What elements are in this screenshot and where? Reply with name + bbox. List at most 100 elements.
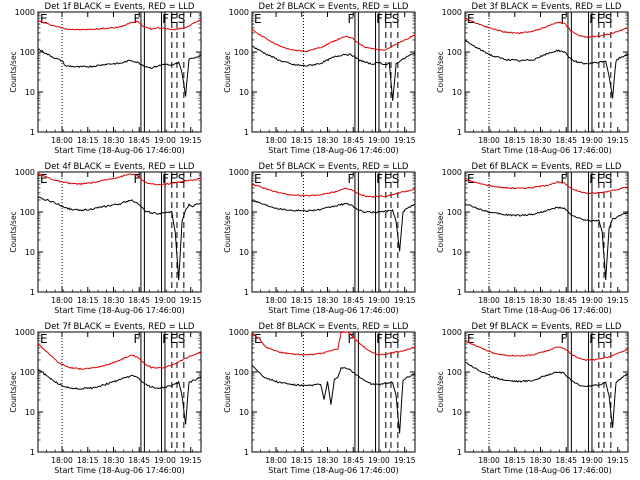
plot-frame xyxy=(37,171,202,293)
marker-label: S xyxy=(178,332,186,346)
lld-series-line xyxy=(37,19,202,31)
y-tick-label: 10 xyxy=(239,248,249,257)
marker-label: E xyxy=(170,332,178,346)
lld-series-line xyxy=(37,173,202,186)
x-tick-label: 18:00 xyxy=(478,296,500,305)
corner-marker-label: E xyxy=(254,172,262,186)
x-tick-label: 18:15 xyxy=(77,136,99,145)
marker-label: F xyxy=(133,12,140,26)
marker-label: E xyxy=(170,12,178,26)
corner-marker-label: E xyxy=(40,172,48,186)
marker-label: F xyxy=(376,172,383,186)
y-tick-label: 1000 xyxy=(442,168,462,177)
x-tick-label: 19:00 xyxy=(581,456,603,465)
x-axis-label: Start Time (18-Aug-06 17:46:00) xyxy=(481,146,612,155)
y-axis-label: Counts/sec xyxy=(223,51,232,92)
marker-label: F xyxy=(162,172,169,186)
x-tick-label: 19:15 xyxy=(180,456,202,465)
marker-label: F xyxy=(589,332,596,346)
x-tick-label: 19:00 xyxy=(368,296,390,305)
x-tick-label: 18:45 xyxy=(342,136,364,145)
events-series-line xyxy=(464,40,629,99)
x-tick-label: 19:00 xyxy=(154,296,176,305)
chart-panel-9: Det 9f BLACK = Events, RED = LLD 1 10 100 10… xyxy=(436,322,629,475)
chart-panel-2: Det 2f BLACK = Events, RED = LLD 1 10 100 10… xyxy=(223,2,416,155)
y-tick-label: 10 xyxy=(452,408,462,417)
x-tick-label: 19:00 xyxy=(368,136,390,145)
chart-title: Det 3f BLACK = Events, RED = LLD xyxy=(472,2,622,12)
lld-series-line xyxy=(464,340,629,361)
chart-title: Det 2f BLACK = Events, RED = LLD xyxy=(259,2,409,12)
marker-label: F xyxy=(162,332,169,346)
y-tick-label: 1000 xyxy=(442,8,462,17)
chart-title: Det 9f BLACK = Events, RED = LLD xyxy=(472,322,622,332)
x-tick-label: 19:15 xyxy=(394,456,416,465)
x-tick-label: 19:15 xyxy=(394,296,416,305)
plot-frame xyxy=(464,331,629,453)
y-axis-label: Counts/sec xyxy=(223,371,232,412)
plot-frame xyxy=(464,171,629,293)
x-tick-label: 18:45 xyxy=(128,456,150,465)
plot-frame xyxy=(251,171,416,293)
marker-label: S xyxy=(605,12,613,26)
x-tick-label: 18:45 xyxy=(128,296,150,305)
x-axis-label: Start Time (18-Aug-06 17:46:00) xyxy=(54,466,185,475)
x-tick-label: 18:00 xyxy=(265,296,287,305)
marker-label: E xyxy=(597,12,605,26)
lld-series-line xyxy=(37,343,202,371)
x-tick-label: 18:30 xyxy=(317,136,339,145)
x-tick-label: 18:45 xyxy=(342,296,364,305)
x-tick-label: 19:15 xyxy=(607,296,629,305)
marker-label: F xyxy=(347,172,354,186)
marker-label: E xyxy=(384,12,392,26)
marker-label: S xyxy=(605,332,613,346)
plot-frame xyxy=(251,331,416,453)
x-axis-label: Start Time (18-Aug-06 17:46:00) xyxy=(481,306,612,315)
chart-title: Det 6f BLACK = Events, RED = LLD xyxy=(472,162,622,172)
corner-marker-label: E xyxy=(467,332,475,346)
marker-label: S xyxy=(605,172,613,186)
chart-panel-6: Det 6f BLACK = Events, RED = LLD 1 10 100 10… xyxy=(436,162,629,315)
corner-marker-label: E xyxy=(254,12,262,26)
chart-panel-3: Det 3f BLACK = Events, RED = LLD 1 10 100 10… xyxy=(436,2,629,155)
y-tick-label: 100 xyxy=(447,208,462,217)
x-tick-label: 19:00 xyxy=(154,136,176,145)
marker-label: F xyxy=(560,172,567,186)
x-tick-label: 19:15 xyxy=(180,136,202,145)
x-tick-label: 19:15 xyxy=(394,136,416,145)
x-tick-label: 18:15 xyxy=(291,456,313,465)
x-tick-label: 18:15 xyxy=(77,296,99,305)
chart-title: Det 5f BLACK = Events, RED = LLD xyxy=(259,162,409,172)
marker-label: S xyxy=(178,172,186,186)
marker-label: S xyxy=(178,12,186,26)
corner-marker-label: E xyxy=(467,172,475,186)
x-tick-label: 19:00 xyxy=(368,456,390,465)
x-tick-label: 18:45 xyxy=(555,456,577,465)
x-axis-label: Start Time (18-Aug-06 17:46:00) xyxy=(54,146,185,155)
x-tick-label: 18:30 xyxy=(530,456,552,465)
y-tick-label: 100 xyxy=(20,368,35,377)
marker-label: F xyxy=(560,332,567,346)
x-tick-label: 19:00 xyxy=(581,136,603,145)
marker-label: E xyxy=(597,172,605,186)
lld-series-line xyxy=(464,179,629,195)
x-tick-label: 18:00 xyxy=(51,456,73,465)
y-tick-label: 100 xyxy=(447,48,462,57)
y-tick-label: 10 xyxy=(25,248,35,257)
y-tick-label: 1 xyxy=(30,448,35,457)
x-tick-label: 18:15 xyxy=(291,136,313,145)
marker-label: E xyxy=(170,172,178,186)
lld-series-line xyxy=(251,28,416,53)
lld-series-line xyxy=(251,330,416,356)
events-series-line xyxy=(37,368,202,425)
y-axis-label: Counts/sec xyxy=(9,51,18,92)
y-axis-label: Counts/sec xyxy=(9,211,18,252)
y-tick-label: 100 xyxy=(20,48,35,57)
y-axis-label: Counts/sec xyxy=(9,371,18,412)
y-tick-label: 1000 xyxy=(15,328,35,337)
y-tick-label: 100 xyxy=(447,368,462,377)
y-tick-label: 10 xyxy=(25,88,35,97)
chart-panel-1: Det 1f BLACK = Events, RED = LLD 1 10 100 10… xyxy=(9,2,202,155)
x-axis-label: Start Time (18-Aug-06 17:46:00) xyxy=(268,306,399,315)
y-tick-label: 100 xyxy=(234,368,249,377)
